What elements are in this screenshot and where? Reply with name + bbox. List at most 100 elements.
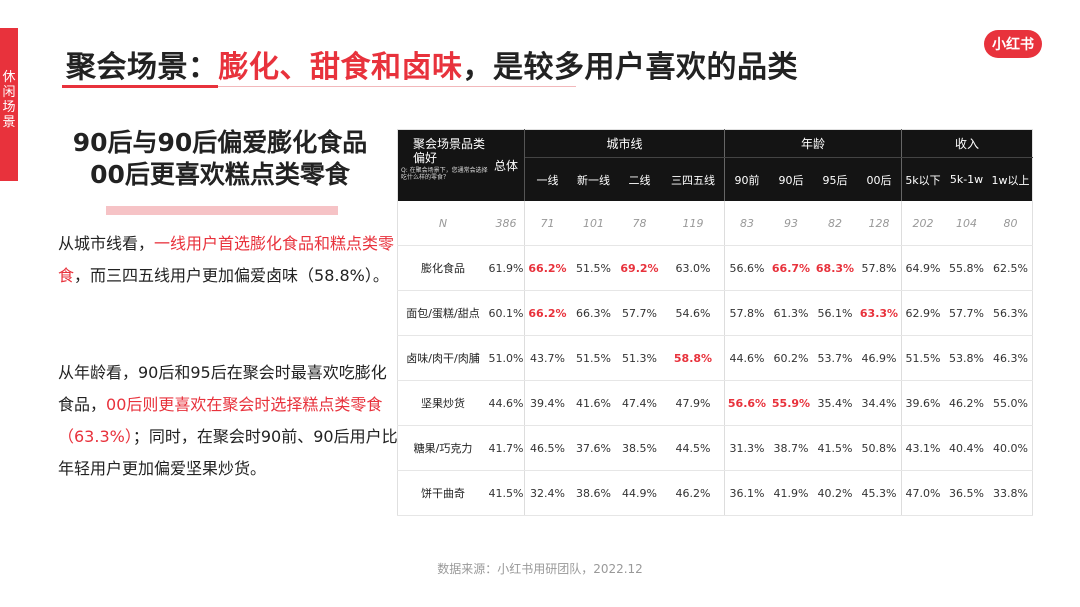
table-cell: 58.8% — [662, 335, 725, 381]
table-cell: 44.6% — [724, 335, 769, 381]
preference-table: 聚会场景品类偏好 Q: 在聚会场景下，您通常会选择吃什么样的零食？ 总体 城市线… — [397, 129, 1033, 516]
column-header: 1w以上 — [989, 157, 1033, 201]
column-header: 二线 — [617, 157, 662, 201]
table-cell: 62.9% — [901, 290, 944, 336]
table-cell: 66.2% — [524, 245, 570, 291]
table-cell: 61.9% — [488, 245, 525, 291]
para1-text-1: 从城市线看， — [58, 234, 155, 253]
table-cell: 80 — [989, 201, 1033, 246]
table-row: 面包/蛋糕/甜点 60.1% 66.2% 66.3% 57.7% 54.6% 57.8% 61… — [397, 290, 1033, 336]
column-header: 一线 — [524, 157, 570, 201]
xiaohongshu-logo: 小红书 — [984, 30, 1042, 58]
table-cell: 57.7% — [617, 290, 662, 336]
table-cell: 38.6% — [570, 470, 617, 516]
table-cell: 63.0% — [662, 245, 725, 291]
table-cell: 47.9% — [662, 380, 725, 426]
row-label: 饼干曲奇 — [397, 470, 488, 516]
subtitle-underline — [106, 206, 338, 215]
table-cell: 51.5% — [570, 335, 617, 381]
table-row: 卤味/肉干/肉脯 51.0% 43.7% 51.5% 51.3% 58.8% 44.6% 60… — [397, 335, 1033, 381]
column-header: 5k-1w — [944, 157, 989, 201]
table-row: 糖果/巧克力 41.7% 46.5% 37.6% 38.5% 44.5% 31.3% 38.7… — [397, 425, 1033, 471]
table-cell: 57.7% — [944, 290, 989, 336]
table-cell: 43.7% — [524, 335, 570, 381]
table-cell: 34.4% — [857, 380, 902, 426]
sample-size-row: N 386 71 101 78 119 83 93 82 128 202 104… — [397, 201, 1033, 246]
table-group-header-row: 聚会场景品类偏好 Q: 在聚会场景下，您通常会选择吃什么样的零食？ 总体 城市线… — [397, 129, 1033, 201]
para1-highlight: 一线用户首选膨化食品和糕点类零食 — [58, 234, 395, 285]
column-header: 90前 — [724, 157, 769, 201]
table-cell: 82 — [813, 201, 857, 246]
table-cell: 69.2% — [617, 245, 662, 291]
table-cell: 56.6% — [724, 380, 769, 426]
column-header: 三四五线 — [662, 157, 725, 201]
table-cell: 83 — [724, 201, 769, 246]
para2-highlight: 00后则更喜欢在聚会时选择糕点类零食（63.3%） — [58, 395, 383, 446]
side-section-tab: 休闲场景 — [0, 28, 18, 181]
table-cell: 51.0% — [488, 335, 525, 381]
table-cell: 41.9% — [769, 470, 813, 516]
corner-question: Q: 在聚会场景下，您通常会选择吃什么样的零食？ — [401, 167, 488, 181]
table-cell: 45.3% — [857, 470, 902, 516]
table-cell: 31.3% — [724, 425, 769, 471]
row-label: 卤味/肉干/肉脯 — [397, 335, 488, 381]
table-cell: 53.7% — [813, 335, 857, 381]
table-cell: 41.6% — [570, 380, 617, 426]
table-row: 坚果炒货 44.6% 39.4% 41.6% 47.4% 47.9% 56.6% 55.9% 3… — [397, 380, 1033, 426]
group-header-age: 年龄 — [724, 129, 902, 158]
table-cell: 60.1% — [488, 290, 525, 336]
table-cell: 51.5% — [570, 245, 617, 291]
group-header-city: 城市线 — [524, 129, 725, 158]
table-cell: 64.9% — [901, 245, 944, 291]
table-cell: 32.4% — [524, 470, 570, 516]
table-cell: 47.0% — [901, 470, 944, 516]
column-header: 00后 — [857, 157, 902, 201]
table-cell: 40.0% — [989, 425, 1033, 471]
table-cell: 39.6% — [901, 380, 944, 426]
corner-title: 聚会场景品类偏好 — [413, 137, 486, 165]
table-cell: 46.5% — [524, 425, 570, 471]
table-cell: 71 — [524, 201, 570, 246]
table-cell: 101 — [570, 201, 617, 246]
table-cell: 36.5% — [944, 470, 989, 516]
table-cell: 68.3% — [813, 245, 857, 291]
age-paragraph: 从年龄看，90后和95后在聚会时最喜欢吃膨化食品，00后则更喜欢在聚会时选择糕点… — [58, 357, 398, 485]
city-tier-paragraph: 从城市线看，一线用户首选膨化食品和糕点类零食，而三四五线用户更加偏爱卤味（58.… — [58, 228, 398, 292]
table-cell: 57.8% — [724, 290, 769, 336]
title-prefix: 聚会场景： — [66, 50, 219, 85]
sample-size-label: N — [397, 201, 488, 246]
table-row: 膨化食品 61.9% 66.2% 51.5% 69.2% 63.0% 56.6% 66.7% 6… — [397, 245, 1033, 291]
table-cell: 60.2% — [769, 335, 813, 381]
table-cell: 40.2% — [813, 470, 857, 516]
table-cell: 66.3% — [570, 290, 617, 336]
table-cell: 37.6% — [570, 425, 617, 471]
table-cell: 36.1% — [724, 470, 769, 516]
table-cell: 41.5% — [488, 470, 525, 516]
total-column-header: 总体 — [488, 129, 525, 201]
table-body: N 386 71 101 78 119 83 93 82 128 202 104… — [397, 201, 1033, 516]
row-label: 膨化食品 — [397, 245, 488, 291]
column-header: 5k以下 — [901, 157, 944, 201]
table-cell: 46.3% — [989, 335, 1033, 381]
table-cell: 66.2% — [524, 290, 570, 336]
table-cell: 55.8% — [944, 245, 989, 291]
table-cell: 93 — [769, 201, 813, 246]
title-underline — [62, 86, 576, 87]
table-cell: 41.5% — [813, 425, 857, 471]
table-row: 饼干曲奇 41.5% 32.4% 38.6% 44.9% 46.2% 36.1% 41.9% 4… — [397, 470, 1033, 516]
table-cell: 44.6% — [488, 380, 525, 426]
row-label: 坚果炒货 — [397, 380, 488, 426]
table-cell: 119 — [662, 201, 725, 246]
column-header: 95后 — [813, 157, 857, 201]
table-column-header-row: 一线 新一线 二线 三四五线 90前 90后 95后 00后 5k以下 5k-1… — [398, 157, 1033, 201]
table-cell: 55.0% — [989, 380, 1033, 426]
table-cell: 46.9% — [857, 335, 902, 381]
table-cell: 62.5% — [989, 245, 1033, 291]
table-cell: 38.7% — [769, 425, 813, 471]
table-cell: 56.1% — [813, 290, 857, 336]
title-underline-accent — [62, 85, 218, 88]
para2-text-1: 从年龄看，90后和95后在聚会时最喜欢吃膨化食品， — [58, 363, 387, 414]
table-cell: 386 — [488, 201, 525, 246]
table-cell: 55.9% — [769, 380, 813, 426]
table-cell: 46.2% — [662, 470, 725, 516]
